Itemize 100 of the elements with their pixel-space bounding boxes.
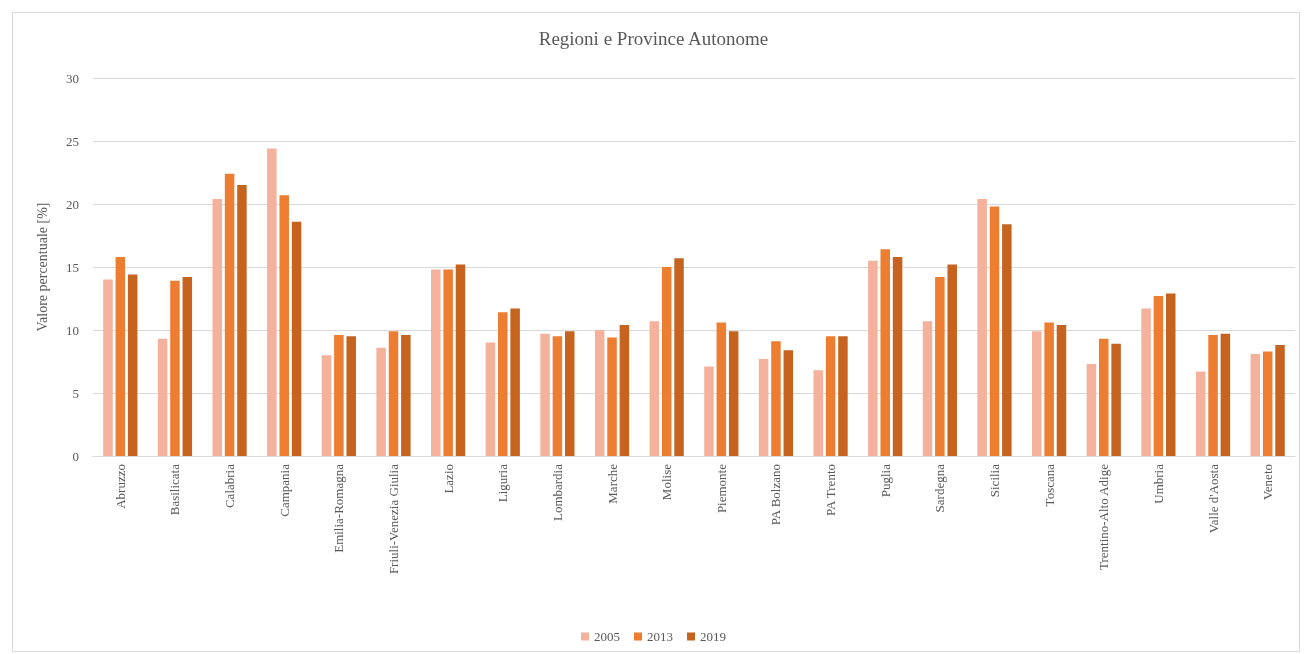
bar	[388, 331, 399, 456]
bar	[758, 358, 769, 456]
x-tick-label: Friuli-Venezia Giulia	[386, 463, 401, 575]
y-tick-label: 0	[72, 448, 79, 464]
bar	[334, 335, 344, 456]
x-tick-label: Campania	[276, 463, 292, 517]
x-tick-label: Emilia-Romagna	[331, 463, 347, 553]
bar	[989, 206, 1000, 456]
y-tick-label: 25	[66, 133, 79, 149]
bar	[649, 321, 660, 456]
bar	[103, 279, 113, 456]
y-axis-title: Valore percentuale [%]	[34, 202, 50, 332]
bar	[1086, 364, 1097, 456]
chart-title: Regioni e Province Autonome	[538, 28, 769, 49]
bar	[868, 260, 878, 456]
bar	[1044, 322, 1054, 456]
bar	[947, 264, 957, 456]
x-tick-label: Sicilia	[987, 463, 1002, 498]
bar	[267, 148, 277, 456]
bar	[1141, 308, 1151, 456]
bar	[540, 333, 550, 456]
legend-label: 2013	[647, 629, 673, 644]
x-tick-label: Calabria	[222, 463, 238, 509]
bar	[1056, 324, 1067, 456]
x-tick-label: Puglia	[877, 463, 893, 498]
bar	[1032, 331, 1042, 456]
bar	[115, 256, 126, 456]
bar	[279, 195, 289, 456]
x-tick-label: Veneto	[1260, 464, 1276, 501]
bar	[716, 322, 727, 456]
bar	[157, 338, 168, 456]
bar	[813, 370, 823, 456]
x-tick-label: Trentino-Alto Adige	[1096, 463, 1112, 571]
x-tick-label: Piemonte	[713, 463, 729, 514]
bar	[977, 198, 987, 456]
bar	[783, 350, 794, 456]
bar	[1111, 343, 1121, 456]
bar	[237, 185, 247, 456]
bar	[674, 258, 684, 456]
legend-label: 2019	[700, 629, 726, 644]
y-tick-label: 20	[66, 196, 79, 212]
bar	[1275, 345, 1285, 456]
bar	[704, 366, 714, 456]
bar	[565, 331, 575, 456]
x-tick-label: Basilicata	[167, 463, 183, 516]
bar	[1153, 295, 1164, 456]
bar	[510, 308, 520, 456]
bar	[1262, 351, 1273, 456]
x-tick-label: Lazio	[440, 464, 456, 494]
legend-label: 2005	[594, 629, 620, 644]
bar	[922, 321, 933, 456]
y-tick-label: 5	[72, 385, 79, 401]
bar	[455, 264, 466, 456]
bar	[619, 324, 630, 456]
y-tick-label: 15	[66, 259, 79, 275]
bar	[552, 336, 563, 456]
bar	[170, 280, 180, 456]
bar	[1002, 224, 1012, 456]
y-tick-label: 30	[66, 70, 79, 86]
x-tick-label: Marche	[604, 463, 620, 504]
x-tick-label: PA Trento	[823, 464, 839, 516]
bar	[1166, 293, 1176, 456]
bar	[1195, 371, 1206, 456]
bar	[212, 198, 222, 456]
bar	[661, 267, 672, 456]
bar	[728, 331, 739, 456]
bar	[321, 355, 332, 456]
bar	[838, 336, 848, 456]
x-tick-label: Umbria	[1150, 463, 1166, 504]
bar	[224, 173, 235, 456]
bar	[892, 256, 903, 456]
bar	[1250, 353, 1261, 456]
bar	[594, 330, 605, 456]
bar	[346, 336, 356, 456]
x-tick-label: Abruzzo	[112, 464, 128, 509]
bar	[376, 347, 386, 456]
x-tick-label: Lombardia	[549, 463, 565, 522]
x-tick-label: Toscana	[1041, 463, 1057, 507]
x-tick-label: Valle d'Aosta	[1205, 463, 1221, 534]
bar	[771, 341, 781, 456]
bar	[291, 221, 302, 456]
bar	[401, 335, 411, 456]
y-tick-label: 10	[66, 322, 79, 338]
x-tick-label: Sardegna	[932, 463, 948, 513]
bar	[498, 312, 508, 456]
bar	[443, 269, 453, 456]
bar	[825, 336, 836, 456]
x-tick-label: Molise	[659, 463, 675, 501]
bar	[1208, 335, 1218, 456]
bar	[485, 342, 496, 456]
bar	[182, 277, 193, 456]
bar	[1220, 333, 1231, 456]
x-tick-label: PA Bolzano	[768, 464, 784, 526]
bar	[607, 337, 617, 456]
x-tick-label: Liguria	[495, 463, 511, 503]
bar	[431, 269, 441, 456]
bar	[1099, 338, 1109, 456]
bar	[935, 277, 945, 456]
bar	[127, 274, 138, 456]
bar	[880, 249, 890, 456]
